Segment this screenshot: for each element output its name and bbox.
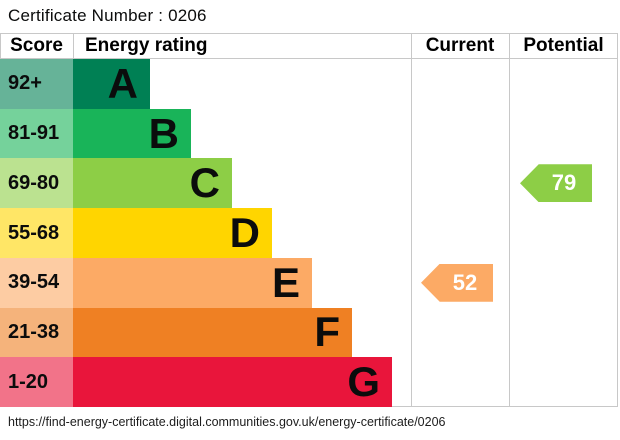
table-right-border (617, 33, 618, 407)
band-letter-a: A (107, 59, 138, 107)
band-row-e: 39-54 E (0, 257, 618, 308)
score-column-divider (73, 33, 74, 59)
band-letter-d: D (229, 209, 260, 257)
band-letter-e: E (271, 258, 300, 306)
band-row-b: 81-91 B (0, 108, 618, 159)
band-row-f: 21-38 F (0, 307, 618, 358)
band-row-d: 55-68 D (0, 208, 618, 258)
score-range-b: 81-91 (0, 108, 73, 159)
band-bar-b: B (73, 108, 191, 159)
band-letter-b: B (148, 109, 179, 157)
potential-column-divider (509, 33, 510, 407)
header-score: Score (10, 35, 63, 56)
band-letter-g: G (347, 358, 380, 406)
header-potential: Potential (523, 35, 604, 56)
band-bar-g: G (73, 357, 392, 408)
score-range-d: 55-68 (0, 208, 73, 258)
score-range-c: 69-80 (0, 158, 73, 209)
certificate-url: https://find-energy-certificate.digital.… (8, 415, 446, 429)
band-row-g: 1-20 G (0, 357, 618, 408)
score-range-g: 1-20 (0, 357, 73, 408)
band-bar-f: F (73, 307, 352, 358)
current-column-divider (411, 33, 412, 407)
header-energy-rating: Energy rating (85, 35, 208, 56)
band-bar-c: C (73, 158, 232, 209)
score-range-f: 21-38 (0, 307, 73, 358)
band-bar-d: D (73, 208, 272, 258)
header-bottom-border (0, 58, 618, 59)
score-range-e: 39-54 (0, 257, 73, 308)
table-top-border (0, 33, 618, 34)
band-row-c: 69-80 C (0, 158, 618, 209)
table-left-border (0, 33, 1, 59)
band-letter-f: F (314, 308, 340, 356)
rating-table: Score Energy rating Current Potential 92… (0, 33, 618, 408)
potential-rating-arrow-value: 79 (551, 170, 577, 196)
current-rating-arrow-value: 52 (452, 269, 478, 295)
band-letter-c: C (189, 159, 220, 207)
table-header: Score Energy rating Current Potential (0, 33, 618, 59)
band-bar-e: E (73, 257, 312, 308)
certificate-number-title: Certificate Number : 0206 (8, 6, 207, 25)
band-rows: 92+ A 81-91 B 69-80 C 55-68 D 39-54 E 21-38 F 1-20 G (0, 59, 618, 408)
header-current: Current (425, 35, 495, 56)
band-row-a: 92+ A (0, 59, 618, 109)
score-range-a: 92+ (0, 59, 73, 109)
band-bar-a: A (73, 59, 150, 109)
